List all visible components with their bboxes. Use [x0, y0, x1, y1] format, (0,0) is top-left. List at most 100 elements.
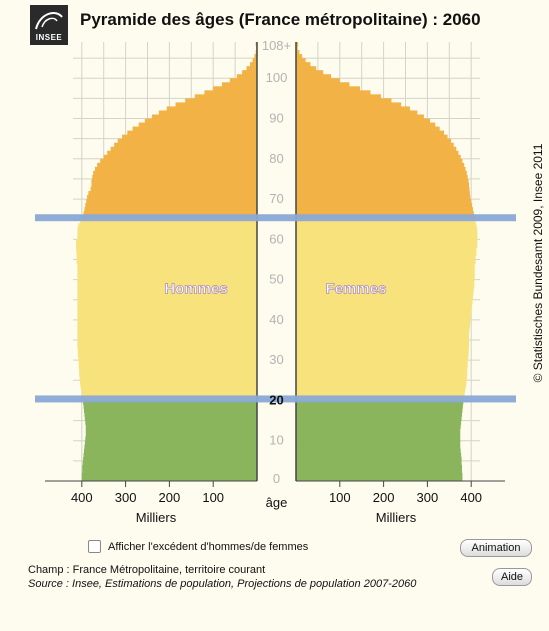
bar-femmes	[296, 86, 360, 91]
bar-hommes	[221, 82, 257, 87]
bar-femmes	[296, 464, 463, 470]
bar-hommes	[77, 227, 257, 232]
bar-femmes	[296, 336, 470, 341]
bar-femmes	[296, 291, 474, 297]
bar-femmes	[296, 46, 298, 51]
bar-hommes	[83, 448, 258, 454]
bar-hommes	[91, 182, 257, 188]
excess-checkbox[interactable]	[88, 540, 101, 553]
bar-femmes	[296, 315, 471, 321]
bar-hommes	[132, 126, 257, 131]
help-button[interactable]: Aide	[492, 568, 532, 586]
age-tick-label: 100	[266, 70, 288, 85]
bar-femmes	[296, 303, 473, 309]
bar-hommes	[77, 267, 257, 272]
bar-femmes	[296, 267, 475, 272]
bar-femmes	[296, 58, 306, 63]
bar-femmes	[296, 235, 478, 240]
bar-femmes	[296, 231, 478, 236]
bar-femmes	[296, 211, 474, 216]
bar-hommes	[77, 348, 257, 353]
bar-femmes	[296, 279, 475, 284]
bar-femmes	[296, 472, 463, 478]
bar-femmes	[296, 62, 311, 67]
bar-femmes	[296, 42, 299, 47]
bar-hommes	[85, 428, 257, 433]
excess-toggle-row[interactable]: Afficher l'excédent d'hommes/de femmes	[88, 540, 308, 553]
bar-hommes	[85, 420, 257, 425]
age-tick-label: 20	[269, 392, 283, 407]
bar-hommes	[84, 444, 257, 450]
bar-hommes	[77, 327, 257, 333]
bar-femmes	[296, 456, 462, 462]
bar-hommes	[117, 138, 257, 143]
bar-femmes	[296, 178, 469, 184]
bar-femmes	[296, 408, 463, 413]
bar-femmes	[296, 66, 317, 71]
bar-hommes	[78, 364, 257, 369]
bar-femmes	[296, 420, 462, 425]
bar-femmes	[296, 94, 381, 99]
age-tick-label: 30	[269, 352, 283, 367]
bar-femmes	[296, 158, 463, 164]
bar-hommes	[88, 191, 258, 196]
bar-femmes	[296, 424, 461, 429]
bar-hommes	[77, 344, 257, 349]
value-tick-left: 400	[71, 490, 93, 505]
bar-femmes	[296, 295, 473, 301]
bar-femmes	[296, 243, 478, 248]
bar-femmes	[296, 275, 475, 280]
chart-title: Pyramide des âges (France métropolitaine…	[80, 10, 481, 29]
age-pyramid-chart: 0 10 20 30 40 50 60 70 80 90 100 108+ 400 400 300 300 20…	[35, 38, 516, 525]
bar-hommes	[85, 436, 257, 442]
excess-checkbox-label[interactable]: Afficher l'excédent d'hommes/de femmes	[108, 540, 309, 553]
bar-femmes	[296, 138, 452, 143]
bar-hommes	[80, 380, 257, 385]
bar-femmes	[296, 444, 461, 450]
bar-femmes	[296, 283, 475, 288]
bar-femmes	[296, 255, 476, 260]
bar-hommes	[77, 283, 257, 288]
bar-hommes	[122, 134, 257, 139]
animation-button[interactable]: Animation	[460, 539, 532, 557]
bar-hommes	[175, 102, 257, 107]
bar-hommes	[78, 356, 258, 361]
bar-hommes	[85, 424, 257, 429]
age-tick-label: 80	[269, 151, 283, 166]
bar-hommes	[80, 219, 257, 224]
bar-hommes	[77, 319, 257, 325]
age-tick-label: 108+	[262, 38, 291, 53]
series-label-hommes: Hommes	[164, 281, 227, 298]
bar-hommes	[103, 154, 257, 160]
bar-hommes	[83, 452, 257, 458]
bar-femmes	[296, 166, 466, 172]
bar-hommes	[236, 74, 257, 79]
bar-femmes	[296, 114, 424, 119]
series-label-femmes: Femmes	[326, 281, 387, 298]
bar-femmes	[296, 388, 466, 393]
bar-hommes	[90, 186, 257, 192]
bar-femmes	[296, 392, 465, 397]
age-tick-label: 50	[269, 272, 283, 287]
age-band-line-65	[35, 214, 516, 222]
bar-femmes	[296, 263, 475, 268]
bar-femmes	[296, 146, 457, 152]
bar-hommes	[84, 416, 257, 421]
bar-hommes	[83, 404, 257, 409]
bar-femmes	[296, 368, 468, 373]
bar-femmes	[296, 247, 477, 252]
bar-hommes	[83, 400, 257, 405]
bar-femmes	[296, 170, 467, 176]
bar-hommes	[81, 388, 257, 393]
bar-hommes	[77, 299, 257, 305]
bar-femmes	[296, 311, 472, 317]
bar-hommes	[85, 203, 257, 208]
bar-hommes	[151, 114, 257, 119]
bar-hommes	[85, 432, 257, 437]
bar-hommes	[83, 408, 258, 413]
bar-femmes	[296, 327, 470, 333]
bar-hommes	[83, 211, 257, 216]
age-axis-label: âge	[266, 495, 288, 510]
bar-hommes	[76, 251, 257, 256]
value-tick-right: 100	[329, 490, 351, 505]
